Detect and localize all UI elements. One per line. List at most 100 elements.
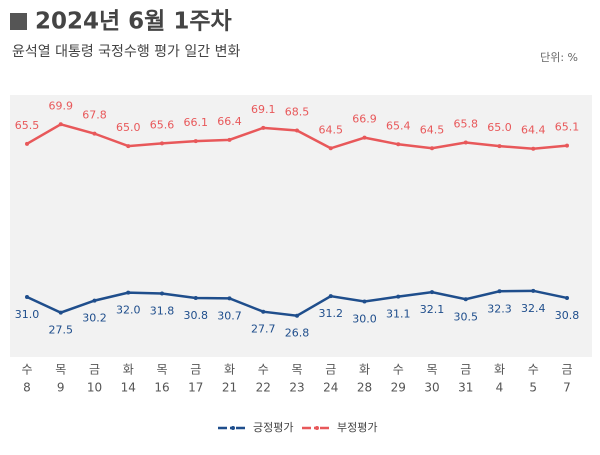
x-tick-label: 금 — [325, 363, 336, 377]
x-tick-label: 24 — [323, 381, 338, 395]
point — [295, 313, 299, 318]
point — [396, 294, 401, 299]
value-label: 32.1 — [420, 303, 445, 316]
value-label: 69.1 — [251, 103, 276, 116]
value-label: 64.5 — [420, 123, 445, 136]
x-tick-label: 금 — [460, 363, 471, 377]
value-label: 30.0 — [352, 312, 377, 325]
value-label: 66.9 — [352, 113, 377, 126]
x-tick-label: 9 — [57, 381, 65, 395]
legend-marker — [315, 426, 319, 430]
point — [227, 296, 232, 301]
x-tick-label: 8 — [23, 381, 31, 395]
x-tick-label: 수 — [393, 363, 404, 377]
value-label: 32.4 — [521, 302, 546, 315]
point — [497, 289, 502, 294]
value-label: 30.2 — [82, 312, 107, 325]
x-tick-label: 31 — [458, 381, 473, 395]
chart-title: 2024년 6월 1주차 — [35, 9, 232, 35]
point — [295, 128, 299, 133]
point — [362, 135, 367, 140]
point — [126, 144, 131, 149]
x-tick-label: 16 — [154, 381, 169, 395]
value-label: 31.1 — [386, 308, 411, 321]
value-label: 65.6 — [150, 118, 175, 131]
point — [92, 298, 97, 303]
point — [328, 294, 333, 299]
point — [160, 291, 164, 296]
legend-label: 부정평가 — [337, 421, 377, 434]
value-label: 65.4 — [386, 119, 411, 132]
x-tick-label: 목 — [426, 363, 437, 377]
value-label: 31.0 — [15, 308, 40, 321]
point — [430, 146, 434, 151]
x-tick-label: 금 — [561, 363, 572, 377]
value-label: 65.0 — [116, 121, 141, 134]
x-tick-label: 4 — [496, 381, 504, 395]
value-label: 65.0 — [487, 121, 512, 134]
x-tick-label: 21 — [222, 381, 237, 395]
value-label: 69.9 — [49, 99, 74, 112]
point — [531, 146, 536, 151]
x-tick-label: 수 — [258, 363, 269, 377]
unit-label: 단위: % — [540, 51, 578, 64]
x-tick-label: 금 — [89, 363, 100, 377]
point — [261, 125, 266, 130]
x-tick-label: 수 — [528, 363, 539, 377]
x-tick-label: 수 — [21, 363, 32, 377]
value-label: 27.5 — [49, 324, 74, 337]
point — [92, 131, 97, 136]
point — [565, 143, 569, 148]
point — [58, 310, 63, 315]
value-label: 30.7 — [217, 309, 242, 322]
value-label: 67.8 — [82, 109, 107, 122]
x-tick-label: 금 — [190, 363, 201, 377]
point — [531, 288, 536, 293]
x-tick-label: 목 — [291, 363, 302, 377]
value-label: 31.8 — [150, 304, 175, 317]
value-label: 26.8 — [285, 327, 310, 340]
x-tick-label: 목 — [55, 363, 66, 377]
x-tick-label: 화 — [494, 363, 505, 377]
legend-label: 긍정평가 — [253, 421, 293, 434]
x-tick-label: 5 — [529, 381, 537, 395]
point — [463, 140, 468, 145]
value-label: 65.5 — [15, 119, 40, 132]
x-tick-label: 화 — [224, 363, 235, 377]
x-tick-label: 23 — [289, 381, 304, 395]
point — [193, 295, 198, 300]
point — [261, 309, 266, 314]
point — [25, 295, 29, 300]
value-label: 65.8 — [454, 118, 479, 131]
point — [497, 144, 502, 149]
point — [193, 139, 198, 144]
point — [463, 297, 468, 302]
x-tick-label: 화 — [123, 363, 134, 377]
title-icon — [10, 13, 27, 30]
legend-marker — [231, 426, 235, 430]
point — [565, 295, 569, 300]
value-label: 65.1 — [555, 121, 580, 134]
x-tick-label: 목 — [156, 363, 167, 377]
value-label: 68.5 — [285, 106, 310, 119]
value-label: 64.4 — [521, 124, 546, 137]
chart-subtitle: 윤석열 대통령 국정수행 평가 일간 변화 — [12, 44, 240, 60]
x-tick-label: 14 — [121, 381, 136, 395]
point — [160, 141, 164, 146]
point — [430, 290, 434, 295]
point — [227, 137, 232, 142]
value-label: 31.2 — [319, 307, 344, 320]
x-tick-label: 29 — [391, 381, 406, 395]
x-tick-label: 22 — [256, 381, 271, 395]
value-label: 30.8 — [184, 309, 209, 322]
value-label: 32.3 — [487, 302, 512, 315]
point — [126, 290, 131, 295]
value-label: 30.5 — [454, 310, 479, 323]
value-label: 27.7 — [251, 323, 276, 336]
point — [362, 299, 367, 304]
value-label: 64.5 — [319, 123, 344, 136]
point — [58, 122, 63, 127]
x-tick-label: 10 — [87, 381, 102, 395]
value-label: 30.8 — [555, 309, 580, 322]
